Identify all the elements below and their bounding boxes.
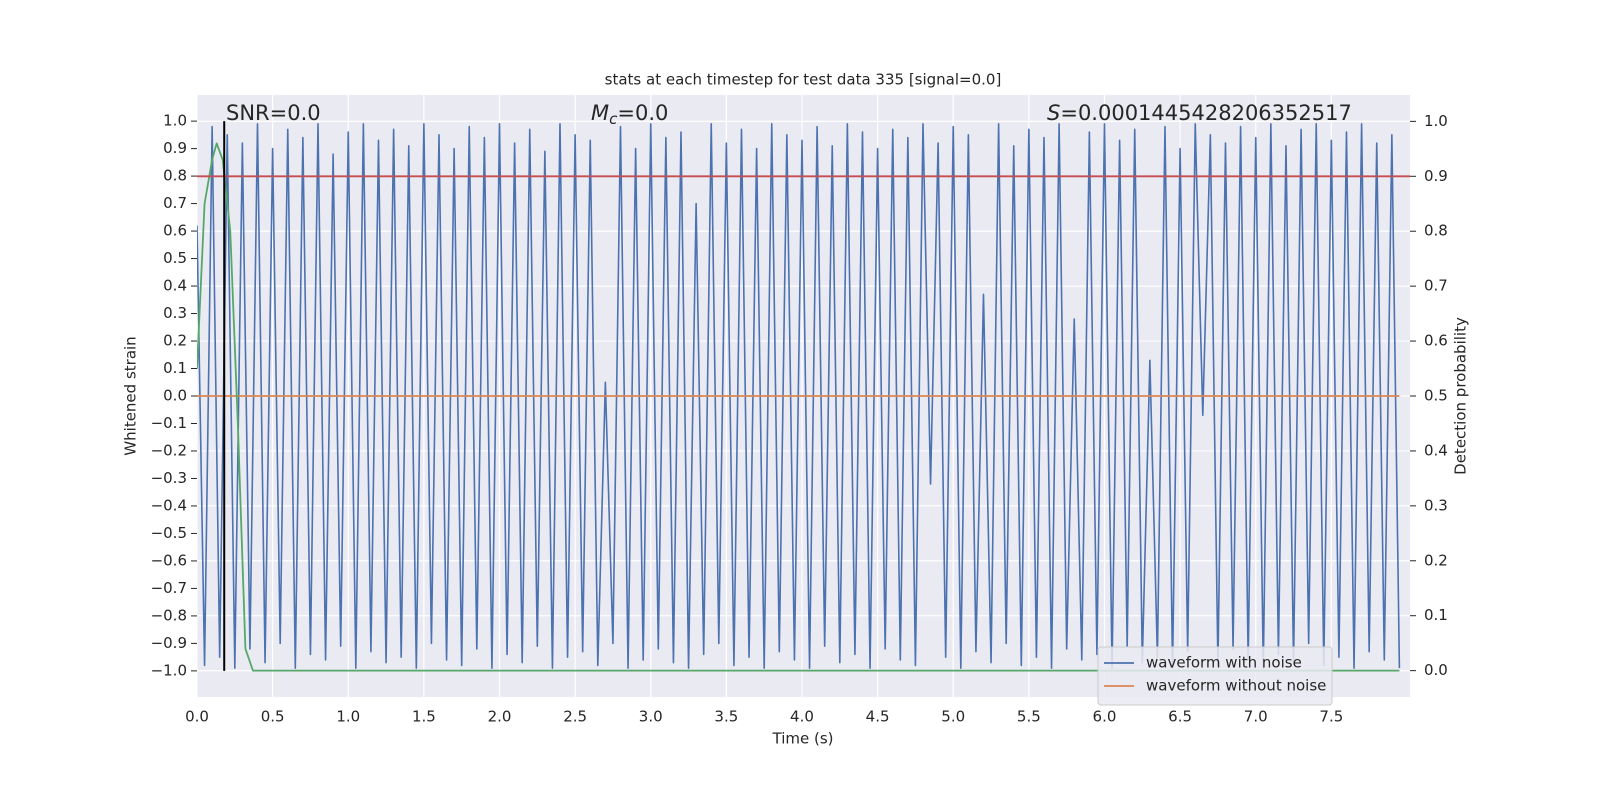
y2-tick-label: 0.4 <box>1424 441 1448 459</box>
y2-tick-label: 0.1 <box>1424 606 1448 624</box>
y2-tick-label: 1.0 <box>1424 112 1448 130</box>
y-tick-label: −1.0 <box>151 661 187 679</box>
y-tick-label: 0.4 <box>163 277 187 295</box>
y-tick-label: −0.5 <box>151 524 187 542</box>
annotation-subscript: c <box>609 110 618 128</box>
y2-tick-label: 0.8 <box>1424 222 1448 240</box>
y-tick-label: 0.7 <box>163 194 187 212</box>
series-line <box>197 142 1400 672</box>
annotation-text: SNR=0.0 <box>226 101 321 125</box>
x-tick-label: 1.5 <box>412 708 436 726</box>
y-tick-label: −0.4 <box>151 496 187 514</box>
y-tick-label: −0.7 <box>151 579 187 597</box>
y2-tick-label: 0.5 <box>1424 387 1448 405</box>
x-tick-label: 0.0 <box>185 708 209 726</box>
legend-box <box>1097 646 1333 706</box>
x-tick-label: 6.5 <box>1168 708 1192 726</box>
y-tick-label: −0.8 <box>151 606 187 624</box>
y-tick-label: −0.9 <box>151 634 187 652</box>
y-tick-label: 1.0 <box>163 112 187 130</box>
annotation: Mc=0.0 <box>591 101 668 128</box>
annotation-symbol: S <box>1047 101 1060 125</box>
y-tick-label: 0.2 <box>163 332 187 350</box>
y2-axis-label: Detection probability <box>1452 317 1470 475</box>
annotation-symbol: M <box>591 101 609 125</box>
x-tick-label: 5.0 <box>941 708 965 726</box>
annotations: SNR=0.0 Mc=0.0 S=0.0001445428206352517 <box>226 101 1352 128</box>
annotation-text: =0.0001445428206352517 <box>1060 101 1352 125</box>
y2-tick-label: 0.7 <box>1424 277 1448 295</box>
y-tick-label: −0.2 <box>151 441 187 459</box>
chart-title: stats at each timestep for test data 335… <box>605 71 1002 89</box>
annotation-text: =0.0 <box>617 101 668 125</box>
annotation: SNR=0.0 <box>226 101 321 125</box>
y-tick-label: 0.6 <box>163 222 187 240</box>
x-tick-label: 2.5 <box>563 708 587 726</box>
y-tick-label: 0.3 <box>163 304 187 322</box>
x-tick-label: 4.5 <box>866 708 890 726</box>
x-tick-label: 3.0 <box>639 708 663 726</box>
y2-tick-label: 0.2 <box>1424 551 1448 569</box>
y-tick-label: 0.5 <box>163 249 187 267</box>
x-tick-label: 1.0 <box>336 708 360 726</box>
y2-tick-label: 0.6 <box>1424 332 1448 350</box>
x-tick-label: 5.5 <box>1017 708 1041 726</box>
marks <box>197 121 1410 672</box>
y-tick-label: −0.6 <box>151 551 187 569</box>
x-axis-label: Time (s) <box>772 730 834 748</box>
y-tick-label: −0.1 <box>151 414 187 432</box>
x-tick-label: 3.5 <box>714 708 738 726</box>
legend-label: waveform with noise <box>1146 654 1302 672</box>
y-tick-label: 0.8 <box>163 167 187 185</box>
x-tick-label: 6.0 <box>1093 708 1117 726</box>
y-tick-label: 0.0 <box>163 387 187 405</box>
x-tick-label: 7.0 <box>1244 708 1268 726</box>
axes: 0.0 0.5 1.0 1.5 2.0 2.5 3.0 3.5 4.0 4.5 5.0 5.5 6.0 6… <box>151 112 1448 726</box>
y-tick-label: 0.9 <box>163 139 187 157</box>
series-line <box>197 123 1401 669</box>
x-tick-label: 2.0 <box>488 708 512 726</box>
y2-tick-label: 0.0 <box>1424 661 1448 679</box>
legend: waveform with noise waveform without nois… <box>1097 646 1333 706</box>
x-tick-label: 0.5 <box>261 708 285 726</box>
y-tick-label: 0.1 <box>163 359 187 377</box>
y2-tick-label: 0.9 <box>1424 167 1448 185</box>
annotation: S=0.0001445428206352517 <box>1047 101 1352 125</box>
x-tick-label: 4.0 <box>790 708 814 726</box>
y-axis-label: Whitened strain <box>122 336 140 455</box>
x-tick-label: 7.5 <box>1319 708 1343 726</box>
legend-label: waveform without noise <box>1146 677 1326 695</box>
y-tick-label: −0.3 <box>151 469 187 487</box>
y2-tick-label: 0.3 <box>1424 496 1448 514</box>
